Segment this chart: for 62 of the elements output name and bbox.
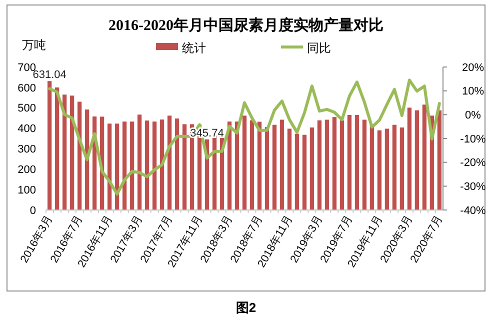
chart-title: 2016-2020年月中国尿素月度实物产量对比 — [108, 16, 384, 34]
y2-tick-label: 0% — [465, 110, 482, 122]
y-tick-label: 500 — [18, 102, 36, 115]
y2-tick-label: 10% — [462, 86, 484, 98]
line-series — [48, 78, 441, 196]
y2-tick-label: -10% — [460, 133, 486, 146]
bar — [54, 87, 60, 210]
data-label: 631.04 — [32, 69, 66, 82]
bar — [407, 108, 412, 210]
bar — [257, 122, 262, 210]
bar — [122, 122, 127, 210]
bar — [370, 124, 374, 210]
bar — [48, 81, 52, 210]
y-tick-label: 0 — [30, 204, 36, 217]
bar — [70, 96, 74, 210]
bar — [280, 120, 284, 210]
bar — [317, 120, 322, 210]
bar — [114, 124, 120, 210]
bar — [324, 120, 330, 210]
y2-tick-label: -40% — [460, 204, 486, 217]
bar — [167, 116, 172, 210]
bar — [310, 127, 314, 210]
bar — [174, 118, 180, 210]
bar — [414, 110, 420, 210]
bar — [272, 124, 277, 210]
bar — [242, 116, 247, 210]
y-tick-label: 100 — [18, 184, 36, 196]
bar — [287, 128, 292, 210]
y-axis-title: 万吨 — [22, 38, 46, 52]
y2-tick-label: -30% — [460, 181, 486, 194]
bar — [354, 115, 360, 210]
y-tick-label: 400 — [18, 123, 36, 136]
bar — [107, 124, 112, 210]
bar — [62, 94, 67, 210]
bar — [422, 104, 427, 210]
caption: 图2 — [236, 300, 256, 315]
bar — [437, 110, 442, 210]
bar — [340, 120, 344, 210]
bar — [347, 115, 352, 210]
bar — [152, 122, 157, 210]
y-tick-label: 200 — [18, 164, 36, 176]
bar — [294, 134, 300, 210]
y2-tick-label: -20% — [460, 157, 486, 170]
bar — [250, 120, 254, 210]
legend-label: 同比 — [307, 41, 331, 55]
bar — [377, 130, 382, 210]
bar — [182, 124, 187, 210]
bar — [144, 120, 150, 210]
bar — [392, 124, 397, 210]
y2-tick-label: 20% — [462, 62, 484, 74]
y-tick-label: 300 — [18, 144, 36, 156]
bar — [130, 122, 134, 210]
bar — [302, 134, 307, 210]
bar — [160, 120, 164, 210]
bar — [137, 114, 142, 210]
bar — [362, 120, 367, 210]
y-tick-label: 600 — [18, 82, 36, 94]
bar — [400, 127, 404, 210]
legend-label: 统计 — [182, 41, 206, 55]
bar — [332, 117, 337, 210]
bar — [264, 127, 270, 210]
bar — [384, 128, 390, 210]
